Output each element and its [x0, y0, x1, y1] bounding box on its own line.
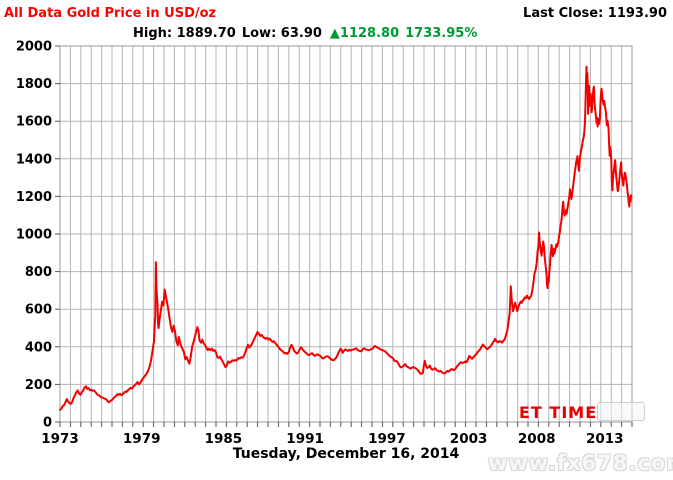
last-close-value: Last Close: 1193.90 [523, 6, 667, 21]
x-tick-label: 2008 [518, 431, 556, 447]
watermark-logo-box [597, 402, 645, 421]
y-tick-label: 600 [25, 303, 52, 318]
y-tick-label: 200 [25, 378, 52, 393]
y-tick-label: 800 [25, 265, 52, 280]
x-tick-label: 1991 [286, 431, 324, 447]
x-tick-label: 1985 [205, 431, 243, 447]
change-up-arrow-icon: ▲ [329, 26, 340, 41]
x-tick-label: 1979 [123, 431, 161, 447]
site-url-watermark: www.fx678.com [488, 451, 673, 475]
y-tick-label: 2000 [16, 40, 52, 55]
y-tick-label: 1600 [16, 115, 52, 130]
x-tick-label: 2013 [586, 431, 624, 447]
change-percent: 1733.95% [405, 26, 478, 41]
y-tick-label: 1400 [16, 152, 52, 167]
chart-title: All Data Gold Price in USD/oz [4, 6, 217, 21]
low-value: Low: 63.90 [241, 26, 322, 41]
y-tick-label: 400 [25, 340, 52, 355]
high-low-summary: High: 1889.70 Low: 63.90 ▲1128.80 1733.95% [133, 26, 477, 41]
y-tick-label: 1200 [16, 190, 52, 205]
y-tick-label: 0 [43, 416, 52, 431]
x-tick-label: 1997 [368, 431, 406, 447]
high-value: High: 1889.70 [133, 26, 236, 41]
y-tick-label: 1000 [16, 228, 52, 243]
y-tick-label: 1800 [16, 77, 52, 92]
et-time-watermark: ET TIME [519, 403, 598, 422]
change-value: 1128.80 [339, 26, 400, 41]
x-axis-date-label: Tuesday, December 16, 2014 [232, 446, 460, 462]
gold-price-line [59, 65, 633, 411]
x-tick-label: 2003 [450, 431, 488, 447]
x-tick-label: 1973 [41, 431, 79, 447]
